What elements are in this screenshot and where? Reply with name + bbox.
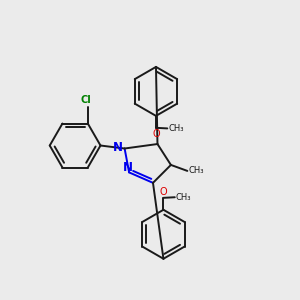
Text: N: N: [112, 141, 122, 154]
Text: CH₃: CH₃: [188, 167, 204, 176]
Text: Cl: Cl: [81, 95, 92, 105]
Text: O: O: [160, 187, 167, 197]
Text: CH₃: CH₃: [176, 193, 191, 202]
Text: CH₃: CH₃: [168, 124, 184, 133]
Text: O: O: [152, 129, 160, 139]
Text: N: N: [123, 160, 133, 173]
